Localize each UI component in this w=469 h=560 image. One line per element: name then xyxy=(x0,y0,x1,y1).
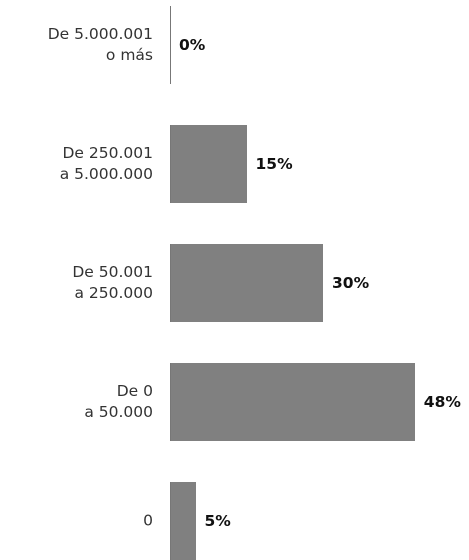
category-label: De 50.001 a 250.000 xyxy=(72,263,153,302)
value-label: 48% xyxy=(423,393,461,411)
bar xyxy=(170,6,171,84)
value-label: 0% xyxy=(179,36,206,54)
bar xyxy=(170,125,247,203)
bar xyxy=(170,244,323,322)
category-label: De 0 a 50.000 xyxy=(84,382,153,421)
category-label: 0 xyxy=(143,511,153,530)
value-label: 5% xyxy=(204,512,231,530)
value-label: 15% xyxy=(255,155,293,173)
category-label: De 250.001 a 5.000.000 xyxy=(59,144,153,183)
category-label: De 5.000.001 o más xyxy=(47,25,153,64)
bar xyxy=(170,482,196,560)
value-label: 30% xyxy=(332,274,370,292)
bar xyxy=(170,363,415,441)
